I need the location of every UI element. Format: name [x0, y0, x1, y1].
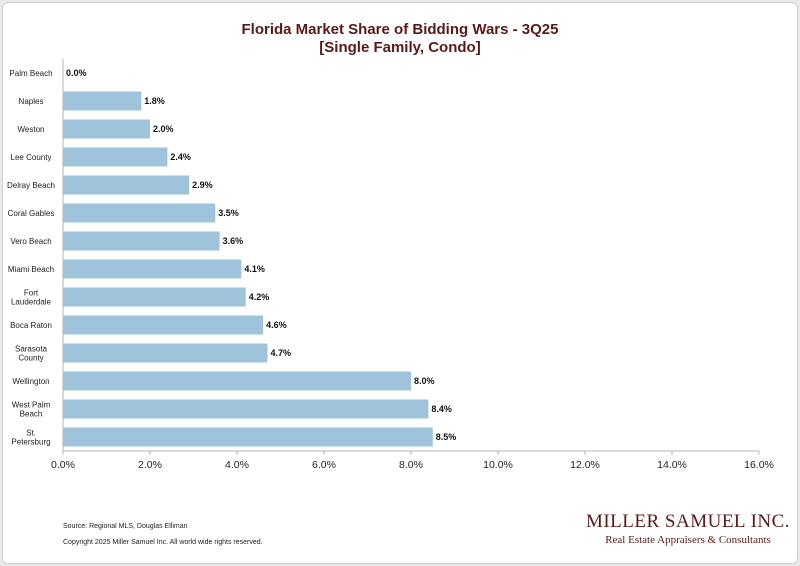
category-label-3: Lee County [11, 153, 52, 162]
value-label-6: 3.6% [223, 236, 244, 246]
category-label-8: Fort Lauderdale [11, 289, 52, 307]
value-label-11: 8.0% [414, 376, 435, 386]
bar-12 [63, 399, 429, 419]
brand-name: MILLER SAMUEL INC. [585, 511, 791, 532]
category-label-6: Vero Beach [10, 237, 51, 246]
value-label-4: 2.9% [192, 180, 213, 190]
bar-2 [63, 119, 150, 139]
x-tick-label-1: 2.0% [138, 459, 162, 471]
category-label-11: Wellington [12, 377, 49, 386]
brand-tagline: Real Estate Appraisers & Consultants [605, 534, 771, 546]
copyright-note: Copyright 2025 Miller Samuel Inc. All wo… [63, 539, 263, 546]
value-label-3: 2.4% [170, 152, 191, 162]
bar-10 [63, 343, 268, 363]
chart-subtitle: [Single Family, Condo] [319, 39, 481, 56]
x-tick-label-4: 8.0% [399, 459, 423, 471]
value-label-12: 8.4% [431, 404, 452, 414]
value-label-7: 4.1% [244, 264, 265, 274]
x-tick-label-7: 14.0% [657, 459, 687, 471]
x-tick-label-0: 0.0% [51, 459, 75, 471]
bar-7 [63, 259, 242, 279]
category-label-2: Weston [18, 125, 45, 134]
bar-6 [63, 231, 220, 251]
bar-11 [63, 371, 411, 391]
value-label-10: 4.7% [270, 348, 291, 358]
category-label-9: Boca Raton [10, 321, 52, 330]
brand-logo: MILLER SAMUEL INC. Real Estate Appraiser… [570, 511, 800, 546]
category-label-10: Sarasota County [15, 345, 48, 363]
bar-8 [63, 287, 246, 307]
chart-title-block: Florida Market Share of Bidding Wars - 3… [0, 21, 800, 57]
bar-1 [63, 91, 142, 111]
category-label-0: Palm Beach [9, 69, 52, 78]
source-note: Source: Regional MLS, Douglas Elliman [63, 523, 188, 530]
chart-title: Florida Market Share of Bidding Wars - 3… [241, 21, 559, 38]
bar-13 [63, 427, 433, 447]
category-label-13: St. Petersburg [11, 429, 50, 447]
bar-4 [63, 175, 190, 195]
x-tick-label-6: 12.0% [570, 459, 600, 471]
x-tick-label-2: 4.0% [225, 459, 249, 471]
value-label-5: 3.5% [218, 208, 239, 218]
bar-9 [63, 315, 264, 335]
x-tick-label-8: 16.0% [744, 459, 774, 471]
category-label-7: Miami Beach [8, 265, 54, 274]
value-label-2: 2.0% [153, 124, 174, 134]
category-label-1: Naples [19, 97, 44, 106]
x-tick-label-5: 10.0% [483, 459, 513, 471]
value-label-0: 0.0% [66, 68, 87, 78]
x-tick-label-3: 6.0% [312, 459, 336, 471]
category-label-4: Delray Beach [7, 181, 55, 190]
bar-5 [63, 203, 216, 223]
value-label-13: 8.5% [436, 432, 457, 442]
value-label-8: 4.2% [249, 292, 270, 302]
bar-3 [63, 147, 168, 167]
value-label-1: 1.8% [144, 96, 165, 106]
value-label-9: 4.6% [266, 320, 287, 330]
category-label-12: West Palm Beach [12, 401, 51, 419]
category-label-5: Coral Gables [8, 209, 55, 218]
